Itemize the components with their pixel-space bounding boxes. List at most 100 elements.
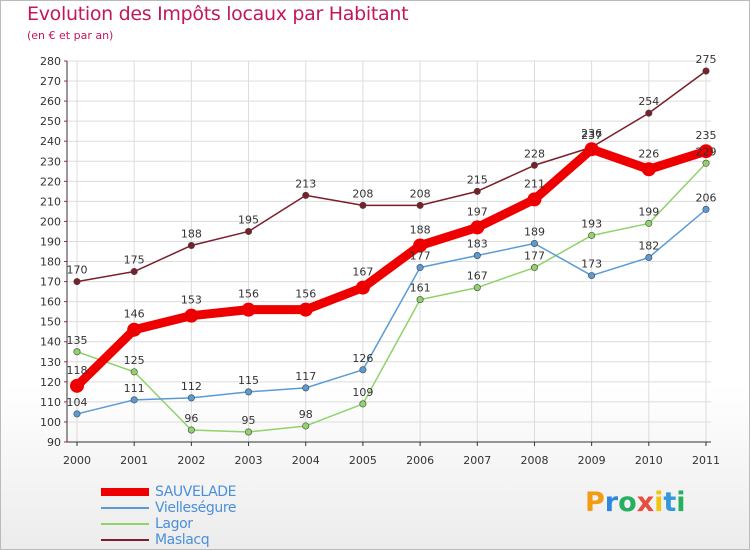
data-point-lagor [187,426,195,434]
y-tick-label: 120 [40,376,61,389]
data-point-sauvelade [70,378,84,393]
logo-letter: i [654,487,664,518]
data-point-vielleségure [302,384,310,392]
data-point-vielleségure [645,254,653,262]
data-label-sauvelade: 235 [696,129,717,142]
legend-swatch [101,507,149,509]
y-tick-label: 130 [40,356,61,369]
data-point-maslacq [645,109,653,117]
data-point-vielleségure [530,239,538,247]
data-label-lagor: 135 [67,334,88,347]
data-point-lagor [73,348,81,356]
data-label-maslacq: 208 [352,187,373,200]
data-point-sauvelade [127,322,142,337]
y-tick-label: 240 [40,135,61,148]
data-label-vielleségure: 206 [696,191,717,204]
y-tick-label: 110 [40,396,61,409]
data-label-sauvelade: 188 [410,223,431,236]
data-point-maslacq [302,191,310,199]
data-point-lagor [588,231,596,239]
logo-letter: i [676,487,686,518]
data-label-lagor: 229 [696,145,717,158]
x-tick-label: 2007 [463,454,491,467]
data-point-vielleségure [359,366,367,374]
data-point-maslacq [702,67,710,75]
data-label-vielleségure: 177 [410,250,431,263]
data-label-lagor: 98 [299,408,313,421]
data-point-lagor [473,284,481,292]
data-label-vielleségure: 126 [352,352,373,365]
logo-letter: P [585,487,605,518]
y-tick-label: 100 [40,416,61,429]
data-point-sauvelade [355,280,370,295]
data-point-sauvelade [413,238,428,253]
data-point-maslacq [73,278,81,286]
data-point-maslacq [416,201,424,209]
x-tick-label: 2005 [349,454,377,467]
data-label-maslacq: 237 [581,129,602,142]
data-label-vielleségure: 189 [524,225,545,238]
label-layer: 170 175 188 195 213 208 208 215 228 237 254 275 135 1… [67,53,717,427]
data-point-lagor [302,422,310,430]
data-label-maslacq: 228 [524,147,545,160]
logo-letter: t [663,487,677,518]
data-label-maslacq: 195 [238,213,259,226]
y-tick-label: 280 [40,55,61,68]
data-point-vielleségure [187,394,195,402]
data-point-sauvelade [641,162,656,177]
data-label-maslacq: 170 [67,264,88,277]
legend-label: SAUVELADE [155,484,237,500]
y-tick-label: 230 [40,155,61,168]
series-line-sauvelade [72,144,711,391]
data-label-lagor: 167 [467,270,488,283]
data-point-vielleségure [588,272,596,280]
data-label-lagor: 161 [410,282,431,295]
data-label-vielleségure: 115 [238,374,259,387]
data-point-vielleségure [245,388,253,396]
y-tick-label: 160 [40,296,61,309]
data-label-lagor: 95 [242,414,256,427]
legend-swatch [101,523,149,525]
data-label-vielleségure: 182 [638,240,659,253]
x-tick-label: 2003 [235,454,263,467]
x-tick-label: 2009 [578,454,606,467]
data-point-lagor [359,400,367,408]
data-label-sauvelade: 197 [467,205,488,218]
y-tick-label: 90 [47,436,61,449]
x-tick-label: 2004 [292,454,320,467]
data-point-vielleségure [73,410,81,418]
data-point-lagor [530,264,538,272]
data-label-maslacq: 275 [696,53,717,66]
series-line-maslacq [76,70,707,283]
data-point-sauvelade [527,192,542,207]
data-label-vielleségure: 104 [67,396,88,409]
data-point-maslacq [359,201,367,209]
data-label-maslacq: 208 [410,187,431,200]
legend-label: Vielleségure [155,500,237,516]
y-tick-label: 250 [40,115,61,128]
chart-subtitle: (en € et par an) [27,29,114,42]
data-point-sauvelade [184,308,199,323]
legend-swatch [101,539,149,541]
data-point-maslacq [187,241,195,249]
data-label-maslacq: 175 [124,254,145,267]
data-label-lagor: 193 [581,217,602,230]
x-tick-label: 2008 [520,454,548,467]
data-point-sauvelade [470,220,485,235]
x-tick-label: 2011 [692,454,720,467]
axis-layer: 90 100 110 120 130 140 150 160 170 180 190 200 210 22… [40,55,720,467]
data-label-vielleségure: 111 [124,382,145,395]
data-label-sauvelade: 211 [524,177,545,190]
y-tick-label: 140 [40,336,61,349]
data-label-vielleségure: 173 [581,258,602,271]
x-tick-label: 2002 [177,454,205,467]
x-tick-label: 2000 [63,454,91,467]
data-label-sauvelade: 167 [352,266,373,279]
x-tick-label: 2010 [635,454,663,467]
data-label-sauvelade: 153 [181,294,202,307]
y-tick-label: 270 [40,75,61,88]
y-tick-label: 170 [40,276,61,289]
y-tick-label: 150 [40,316,61,329]
